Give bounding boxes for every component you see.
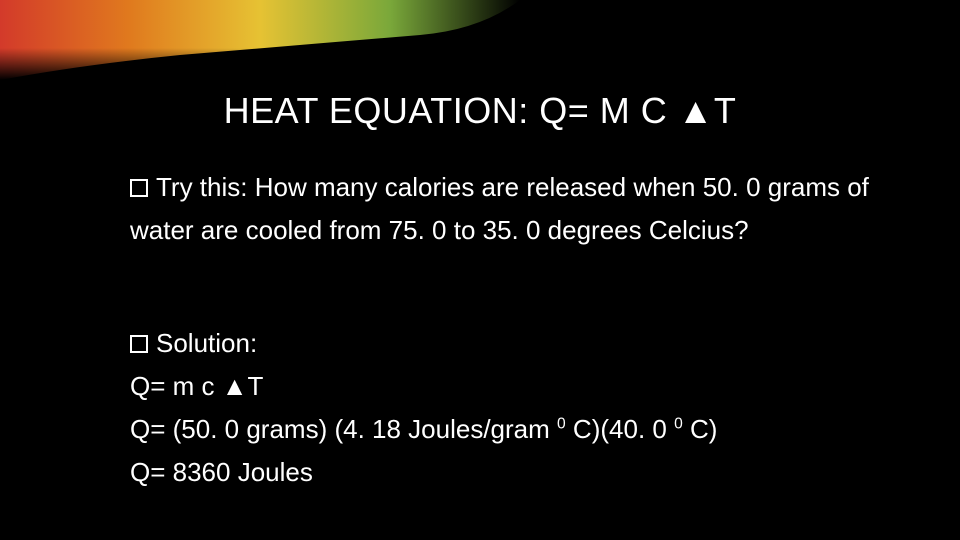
bullet-square-icon <box>130 179 148 197</box>
body-line: Try this: How many calories are released… <box>130 170 930 205</box>
slide-body: Try this: How many calories are released… <box>130 170 930 499</box>
bullet-square-icon <box>130 335 148 353</box>
body-line: Q= 8360 Joules <box>130 455 930 490</box>
body-text: Q= m c ▲T <box>130 371 263 401</box>
decorative-gradient <box>0 0 520 80</box>
body-line: Q= m c ▲T <box>130 369 930 404</box>
slide-title: HEAT EQUATION: Q= M C ▲T <box>0 90 960 132</box>
body-text: Q= (50. 0 grams) (4. 18 Joules/gram <box>130 414 557 444</box>
body-text: Solution: <box>156 328 257 358</box>
body-text: C)(40. 0 <box>566 414 674 444</box>
body-text: C) <box>683 414 718 444</box>
superscript: 0 <box>557 416 566 433</box>
body-text: Try this: How many calories are released… <box>156 172 869 202</box>
body-line: Solution: <box>130 326 930 361</box>
body-line: water are cooled from 75. 0 to 35. 0 deg… <box>130 213 930 248</box>
slide: HEAT EQUATION: Q= M C ▲T Try this: How m… <box>0 0 960 540</box>
body-text: Q= 8360 Joules <box>130 457 313 487</box>
body-line: Q= (50. 0 grams) (4. 18 Joules/gram 0 C)… <box>130 412 930 447</box>
body-text: water are cooled from 75. 0 to 35. 0 deg… <box>130 215 749 245</box>
superscript: 0 <box>674 416 683 433</box>
spacer <box>130 256 930 326</box>
